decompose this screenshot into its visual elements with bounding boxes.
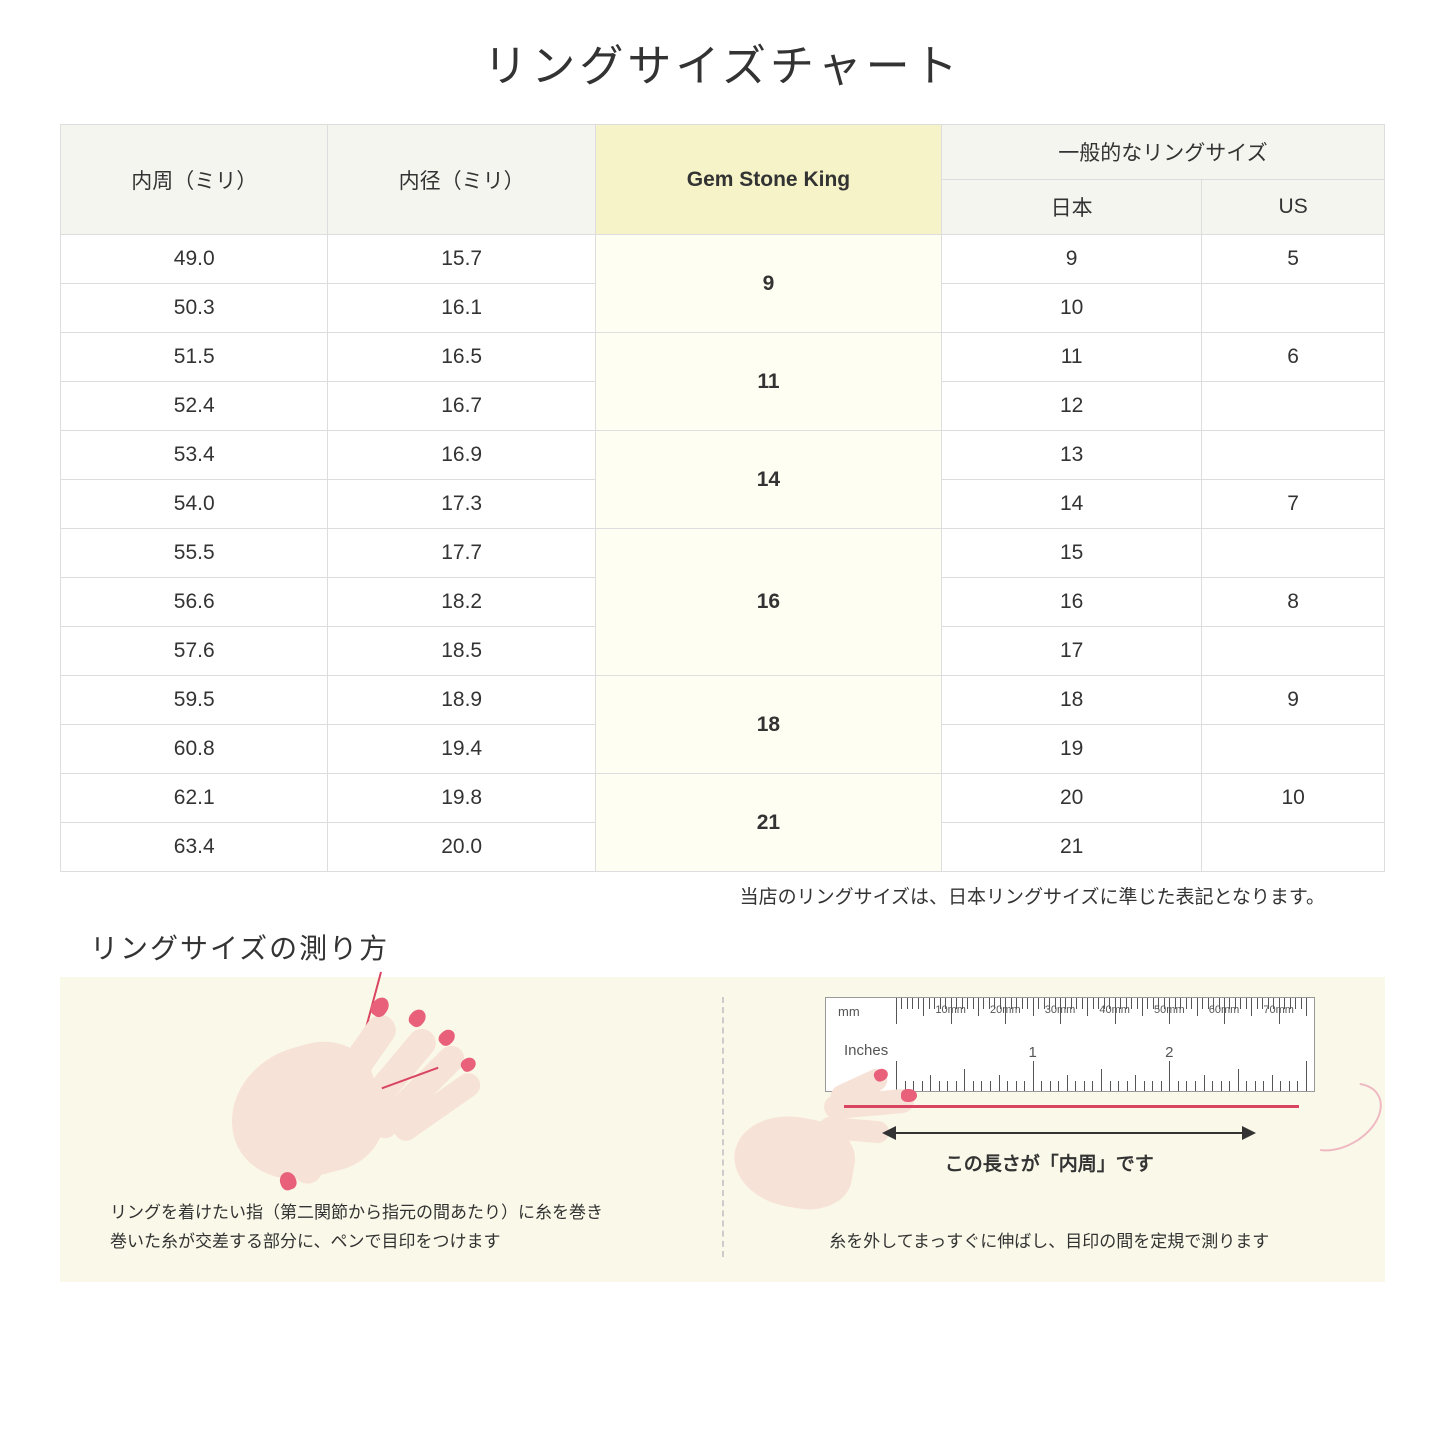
cell-gsk: 11 (595, 333, 941, 431)
howto-right: mm Inches 10mm20mm30mm40mm50mm60mm70mm12… (744, 997, 1356, 1257)
cell-diameter: 16.5 (328, 333, 595, 382)
cell-circumference: 59.5 (61, 676, 328, 725)
cell-us: 5 (1202, 235, 1385, 284)
cell-us: 10 (1202, 774, 1385, 823)
col-gsk: Gem Stone King (595, 125, 941, 235)
cell-circumference: 52.4 (61, 382, 328, 431)
hand-wrap-illustration (90, 997, 702, 1189)
table-row: 53.416.91413 (61, 431, 1385, 480)
measurement-arrow-icon (884, 1132, 1254, 1134)
cell-japan: 18 (941, 676, 1201, 725)
cell-diameter: 17.3 (328, 480, 595, 529)
table-row: 55.517.71615 (61, 529, 1385, 578)
cell-diameter: 16.9 (328, 431, 595, 480)
howto-left-caption: リングを着けたい指（第二関節から指元の間あたり）に糸を巻き巻いた糸が交差する部分… (90, 1199, 702, 1257)
cell-circumference: 60.8 (61, 725, 328, 774)
cell-japan: 9 (941, 235, 1201, 284)
howto-title: リングサイズの測り方 (90, 927, 1385, 967)
cell-circumference: 53.4 (61, 431, 328, 480)
cell-diameter: 20.0 (328, 823, 595, 872)
cell-japan: 11 (941, 333, 1201, 382)
cell-gsk: 18 (595, 676, 941, 774)
howto-left: リングを着けたい指（第二関節から指元の間あたり）に糸を巻き巻いた糸が交差する部分… (90, 997, 702, 1257)
howto-panel: リングを着けたい指（第二関節から指元の間あたり）に糸を巻き巻いた糸が交差する部分… (60, 977, 1385, 1282)
cell-us (1202, 382, 1385, 431)
cell-circumference: 50.3 (61, 284, 328, 333)
cell-gsk: 9 (595, 235, 941, 333)
cell-diameter: 16.7 (328, 382, 595, 431)
col-us: US (1202, 180, 1385, 235)
cell-circumference: 57.6 (61, 627, 328, 676)
page-title: リングサイズチャート (60, 30, 1385, 94)
cell-circumference: 56.6 (61, 578, 328, 627)
cell-gsk: 21 (595, 774, 941, 872)
cell-circumference: 63.4 (61, 823, 328, 872)
ruler-mm-label: mm (838, 1004, 860, 1019)
cell-diameter: 16.1 (328, 284, 595, 333)
cell-us: 6 (1202, 333, 1385, 382)
cell-japan: 13 (941, 431, 1201, 480)
cell-diameter: 18.9 (328, 676, 595, 725)
cell-japan: 12 (941, 382, 1201, 431)
cell-diameter: 17.7 (328, 529, 595, 578)
cell-us (1202, 284, 1385, 333)
cell-diameter: 19.8 (328, 774, 595, 823)
size-chart-table: 内周（ミリ） 内径（ミリ） Gem Stone King 一般的なリングサイズ … (60, 124, 1385, 872)
ruler-inches-label: Inches (844, 1042, 888, 1059)
table-row: 49.015.7995 (61, 235, 1385, 284)
cell-us: 8 (1202, 578, 1385, 627)
arrow-label: この長さが「内周」です (744, 1149, 1356, 1176)
cell-japan: 21 (941, 823, 1201, 872)
cell-gsk: 16 (595, 529, 941, 676)
cell-diameter: 19.4 (328, 725, 595, 774)
col-japan: 日本 (941, 180, 1201, 235)
cell-us: 9 (1202, 676, 1385, 725)
cell-us (1202, 823, 1385, 872)
col-general: 一般的なリングサイズ (941, 125, 1384, 180)
cell-diameter: 18.2 (328, 578, 595, 627)
cell-japan: 19 (941, 725, 1201, 774)
cell-us (1202, 627, 1385, 676)
hand-hold-illustration (734, 1077, 934, 1217)
cell-japan: 20 (941, 774, 1201, 823)
col-diameter: 内径（ミリ） (328, 125, 595, 235)
footnote: 当店のリングサイズは、日本リングサイズに準じた表記となります。 (60, 882, 1325, 909)
cell-circumference: 55.5 (61, 529, 328, 578)
table-row: 62.119.8212010 (61, 774, 1385, 823)
cell-us: 7 (1202, 480, 1385, 529)
cell-japan: 16 (941, 578, 1201, 627)
cell-japan: 17 (941, 627, 1201, 676)
cell-us (1202, 529, 1385, 578)
table-row: 51.516.511116 (61, 333, 1385, 382)
cell-us (1202, 725, 1385, 774)
howto-right-caption: 糸を外してまっすぐに伸ばし、目印の間を定規で測ります (744, 1228, 1356, 1257)
cell-us (1202, 431, 1385, 480)
cell-japan: 10 (941, 284, 1201, 333)
cell-japan: 15 (941, 529, 1201, 578)
cell-circumference: 54.0 (61, 480, 328, 529)
cell-circumference: 49.0 (61, 235, 328, 284)
thread-icon (844, 1105, 1299, 1108)
panel-divider (722, 997, 724, 1257)
table-row: 59.518.918189 (61, 676, 1385, 725)
cell-circumference: 62.1 (61, 774, 328, 823)
ruler-illustration: mm Inches 10mm20mm30mm40mm50mm60mm70mm12… (744, 997, 1356, 1218)
col-circumference: 内周（ミリ） (61, 125, 328, 235)
cell-diameter: 15.7 (328, 235, 595, 284)
cell-japan: 14 (941, 480, 1201, 529)
cell-diameter: 18.5 (328, 627, 595, 676)
cell-gsk: 14 (595, 431, 941, 529)
cell-circumference: 51.5 (61, 333, 328, 382)
